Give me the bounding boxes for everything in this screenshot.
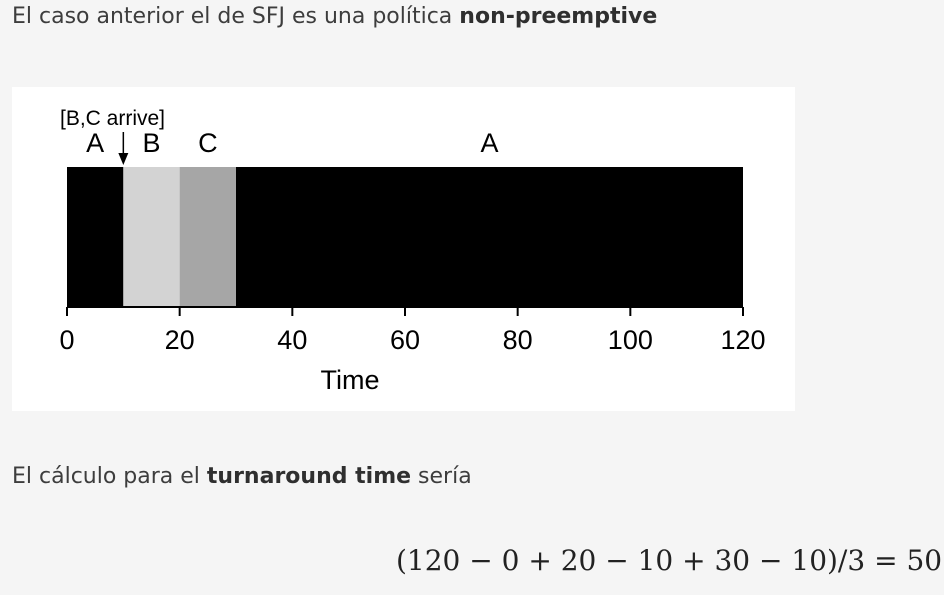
paragraph-bold-term: non-preemptive xyxy=(459,4,658,29)
x-tick-label-120: 120 xyxy=(720,325,765,355)
paragraph-bold-term: turnaround time xyxy=(206,464,412,489)
timeline-chart: A B C A 0 20 40 60 80 100 120 Time [B,C arrive] xyxy=(59,107,766,395)
x-tick-label-20: 20 xyxy=(165,325,195,355)
segment-label-a-0: A xyxy=(86,128,104,158)
paragraph-turnaround: El cálculo para el turnaround time sería xyxy=(12,464,472,489)
annotation-arrow-head xyxy=(118,153,129,165)
paragraph-text-after: sería xyxy=(411,464,472,489)
segment-bar-c-2 xyxy=(179,167,236,307)
x-tick-label-60: 60 xyxy=(390,325,420,355)
timeline-figure: A B C A 0 20 40 60 80 100 120 Time [B,C arrive] xyxy=(12,87,795,411)
segment-bar-a-0 xyxy=(67,167,124,307)
segment-bar-a-3 xyxy=(236,167,743,307)
segment-bar-b-1 xyxy=(123,167,180,307)
segment-label-a-3: A xyxy=(480,128,498,158)
segment-label-c-2: C xyxy=(198,128,218,158)
annotation-group: [B,C arrive] xyxy=(60,107,165,165)
x-axis-group: 0 20 40 60 80 100 120 Time xyxy=(59,306,766,395)
paragraph-text-before: El cálculo para el xyxy=(12,464,207,489)
annotation-label: [B,C arrive] xyxy=(60,107,165,130)
x-tick-label-100: 100 xyxy=(608,325,653,355)
x-tick-label-0: 0 xyxy=(59,325,74,355)
paragraph-sjf-policy: El caso anterior el de SFJ es una políti… xyxy=(12,4,657,29)
x-tick-label-80: 80 xyxy=(503,325,533,355)
segment-label-b-1: B xyxy=(142,128,160,158)
paragraph-text: El caso anterior el de SFJ es una políti… xyxy=(12,4,460,29)
turnaround-formula: (120 − 0 + 20 − 10 + 30 − 10)/3 = 50 xyxy=(396,544,943,577)
segments-group xyxy=(67,167,743,307)
x-axis-label: Time xyxy=(321,365,380,395)
x-tick-label-40: 40 xyxy=(277,325,307,355)
